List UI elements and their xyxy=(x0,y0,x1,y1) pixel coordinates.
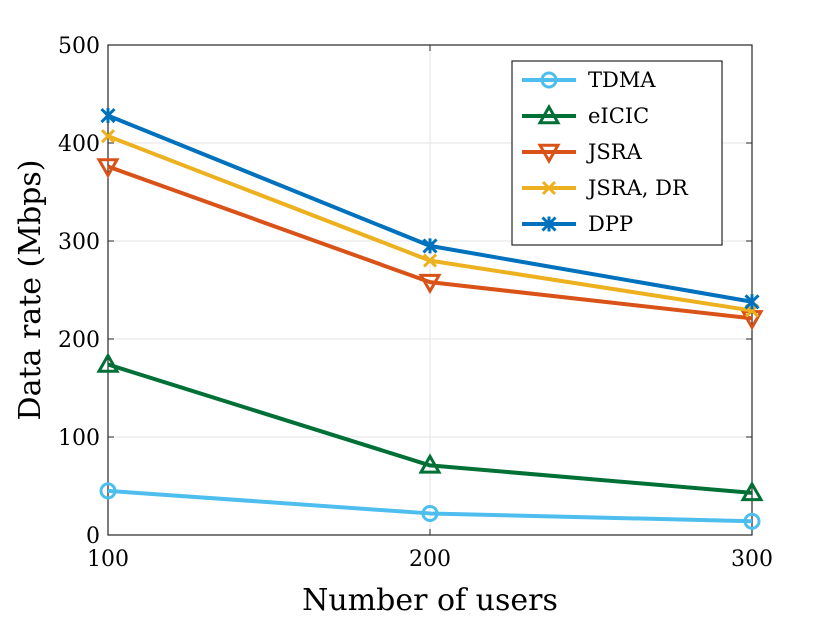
legend: TDMA eICIC JSRA JSRA, DR DPP xyxy=(511,60,723,246)
legend-label: DPP xyxy=(588,212,633,236)
data-point-eicic xyxy=(418,453,442,474)
data-point-dpp xyxy=(422,238,438,254)
legend-entry-jsra: JSRA xyxy=(522,140,643,165)
series-line-tdma xyxy=(107,488,753,524)
data-point-jsra xyxy=(96,158,120,179)
legend-label: eICIC xyxy=(588,104,649,128)
legend-label: JSRA xyxy=(586,140,643,164)
data-point-jsra xyxy=(418,273,442,295)
y-tick-label: 0 xyxy=(86,524,100,549)
y-tick-label: 500 xyxy=(58,34,100,59)
series-tdma xyxy=(99,482,761,530)
data-point-tdma xyxy=(743,512,761,530)
legend-label: JSRA, DR xyxy=(586,176,689,200)
legend-marker-tdma xyxy=(540,71,558,89)
series-line-eicic xyxy=(107,362,753,495)
data-point-dpp xyxy=(744,294,760,310)
x-axis-title: Number of users xyxy=(302,583,558,618)
series-dpp xyxy=(100,107,760,310)
series-group xyxy=(96,107,764,530)
series-jsra xyxy=(96,158,764,331)
y-tick-label: 100 xyxy=(58,426,100,451)
data-point-jsra-dr xyxy=(422,253,438,268)
data-point-eicic xyxy=(96,352,120,373)
series-line-jsra xyxy=(107,164,753,321)
legend-entry-jsra-dr: JSRA, DR xyxy=(522,176,689,200)
legend-label: TDMA xyxy=(588,68,656,92)
legend-entry-eicic: eICIC xyxy=(522,103,649,128)
data-point-tdma xyxy=(421,504,439,522)
legend-entry-dpp: DPP xyxy=(522,212,633,236)
y-tick-label: 400 xyxy=(58,132,100,157)
x-tick-label: 300 xyxy=(731,547,773,572)
legend-marker-jsra-dr xyxy=(541,180,557,196)
series-eicic xyxy=(96,352,764,502)
legend-marker-jsra xyxy=(537,143,561,165)
data-point-eicic xyxy=(740,480,764,502)
data-point-dpp xyxy=(100,107,116,124)
y-tick-label: 200 xyxy=(58,328,100,353)
data-point-jsra-dr xyxy=(100,129,116,144)
legend-marker-eicic xyxy=(537,103,561,125)
y-tick-label: 300 xyxy=(58,230,100,255)
x-tick-label: 200 xyxy=(409,547,451,572)
data-point-tdma xyxy=(99,482,117,500)
y-axis-title: Data rate (Mbps) xyxy=(13,160,48,421)
legend-marker-dpp xyxy=(541,216,557,232)
legend-entry-tdma: TDMA xyxy=(522,68,656,92)
x-tick-label: 100 xyxy=(87,547,129,572)
